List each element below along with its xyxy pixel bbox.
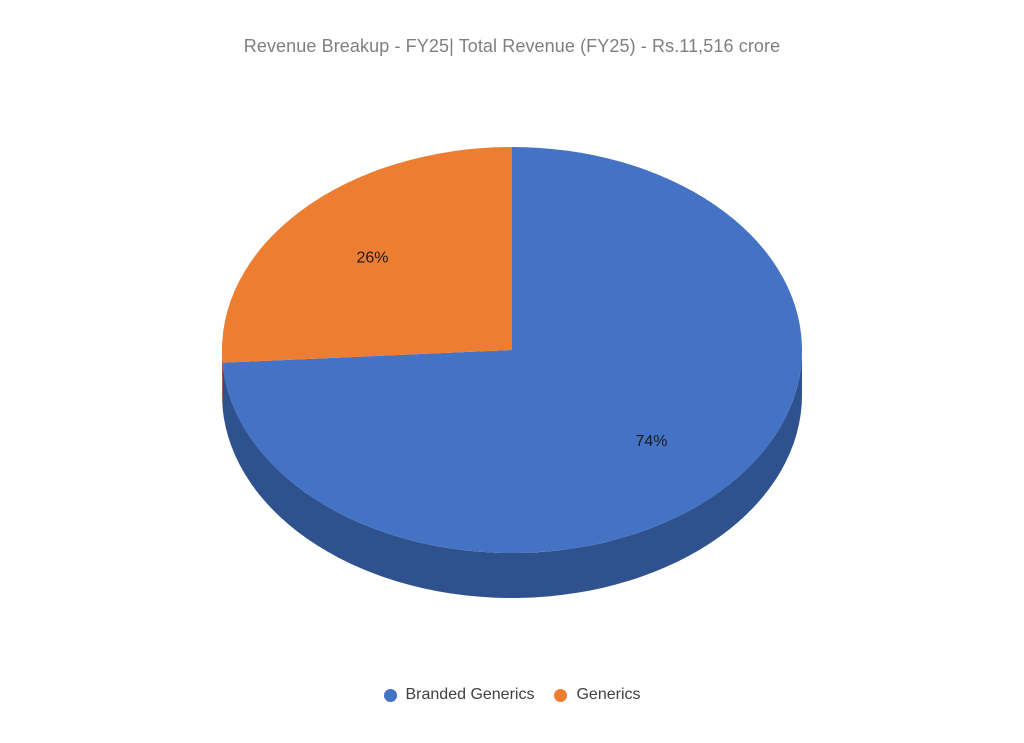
pie-top: [222, 147, 802, 553]
pie-slice-generics[interactable]: [222, 147, 512, 363]
chart-title: Revenue Breakup - FY25| Total Revenue (F…: [243, 36, 781, 56]
pie-side-generics: [222, 350, 223, 408]
pie-depth: [222, 350, 802, 598]
pie-data-labels: 74% 26%: [356, 250, 667, 450]
legend-swatch-branded-generics: [383, 688, 397, 702]
pie-slice-branded-generics[interactable]: [222, 147, 802, 553]
data-label-branded-generics: 74%: [636, 433, 668, 450]
pie-side-branded-generics: [222, 350, 802, 598]
legend-swatch-generics: [554, 688, 568, 702]
legend-label-branded-generics: Branded Generics: [405, 686, 535, 703]
legend-item-branded-generics[interactable]: Branded Generics: [383, 686, 535, 704]
legend: Branded Generics Generics: [0, 686, 1024, 704]
data-label-generics: 26%: [356, 250, 388, 267]
legend-item-generics[interactable]: Generics: [554, 686, 641, 704]
legend-label-generics: Generics: [576, 686, 641, 703]
